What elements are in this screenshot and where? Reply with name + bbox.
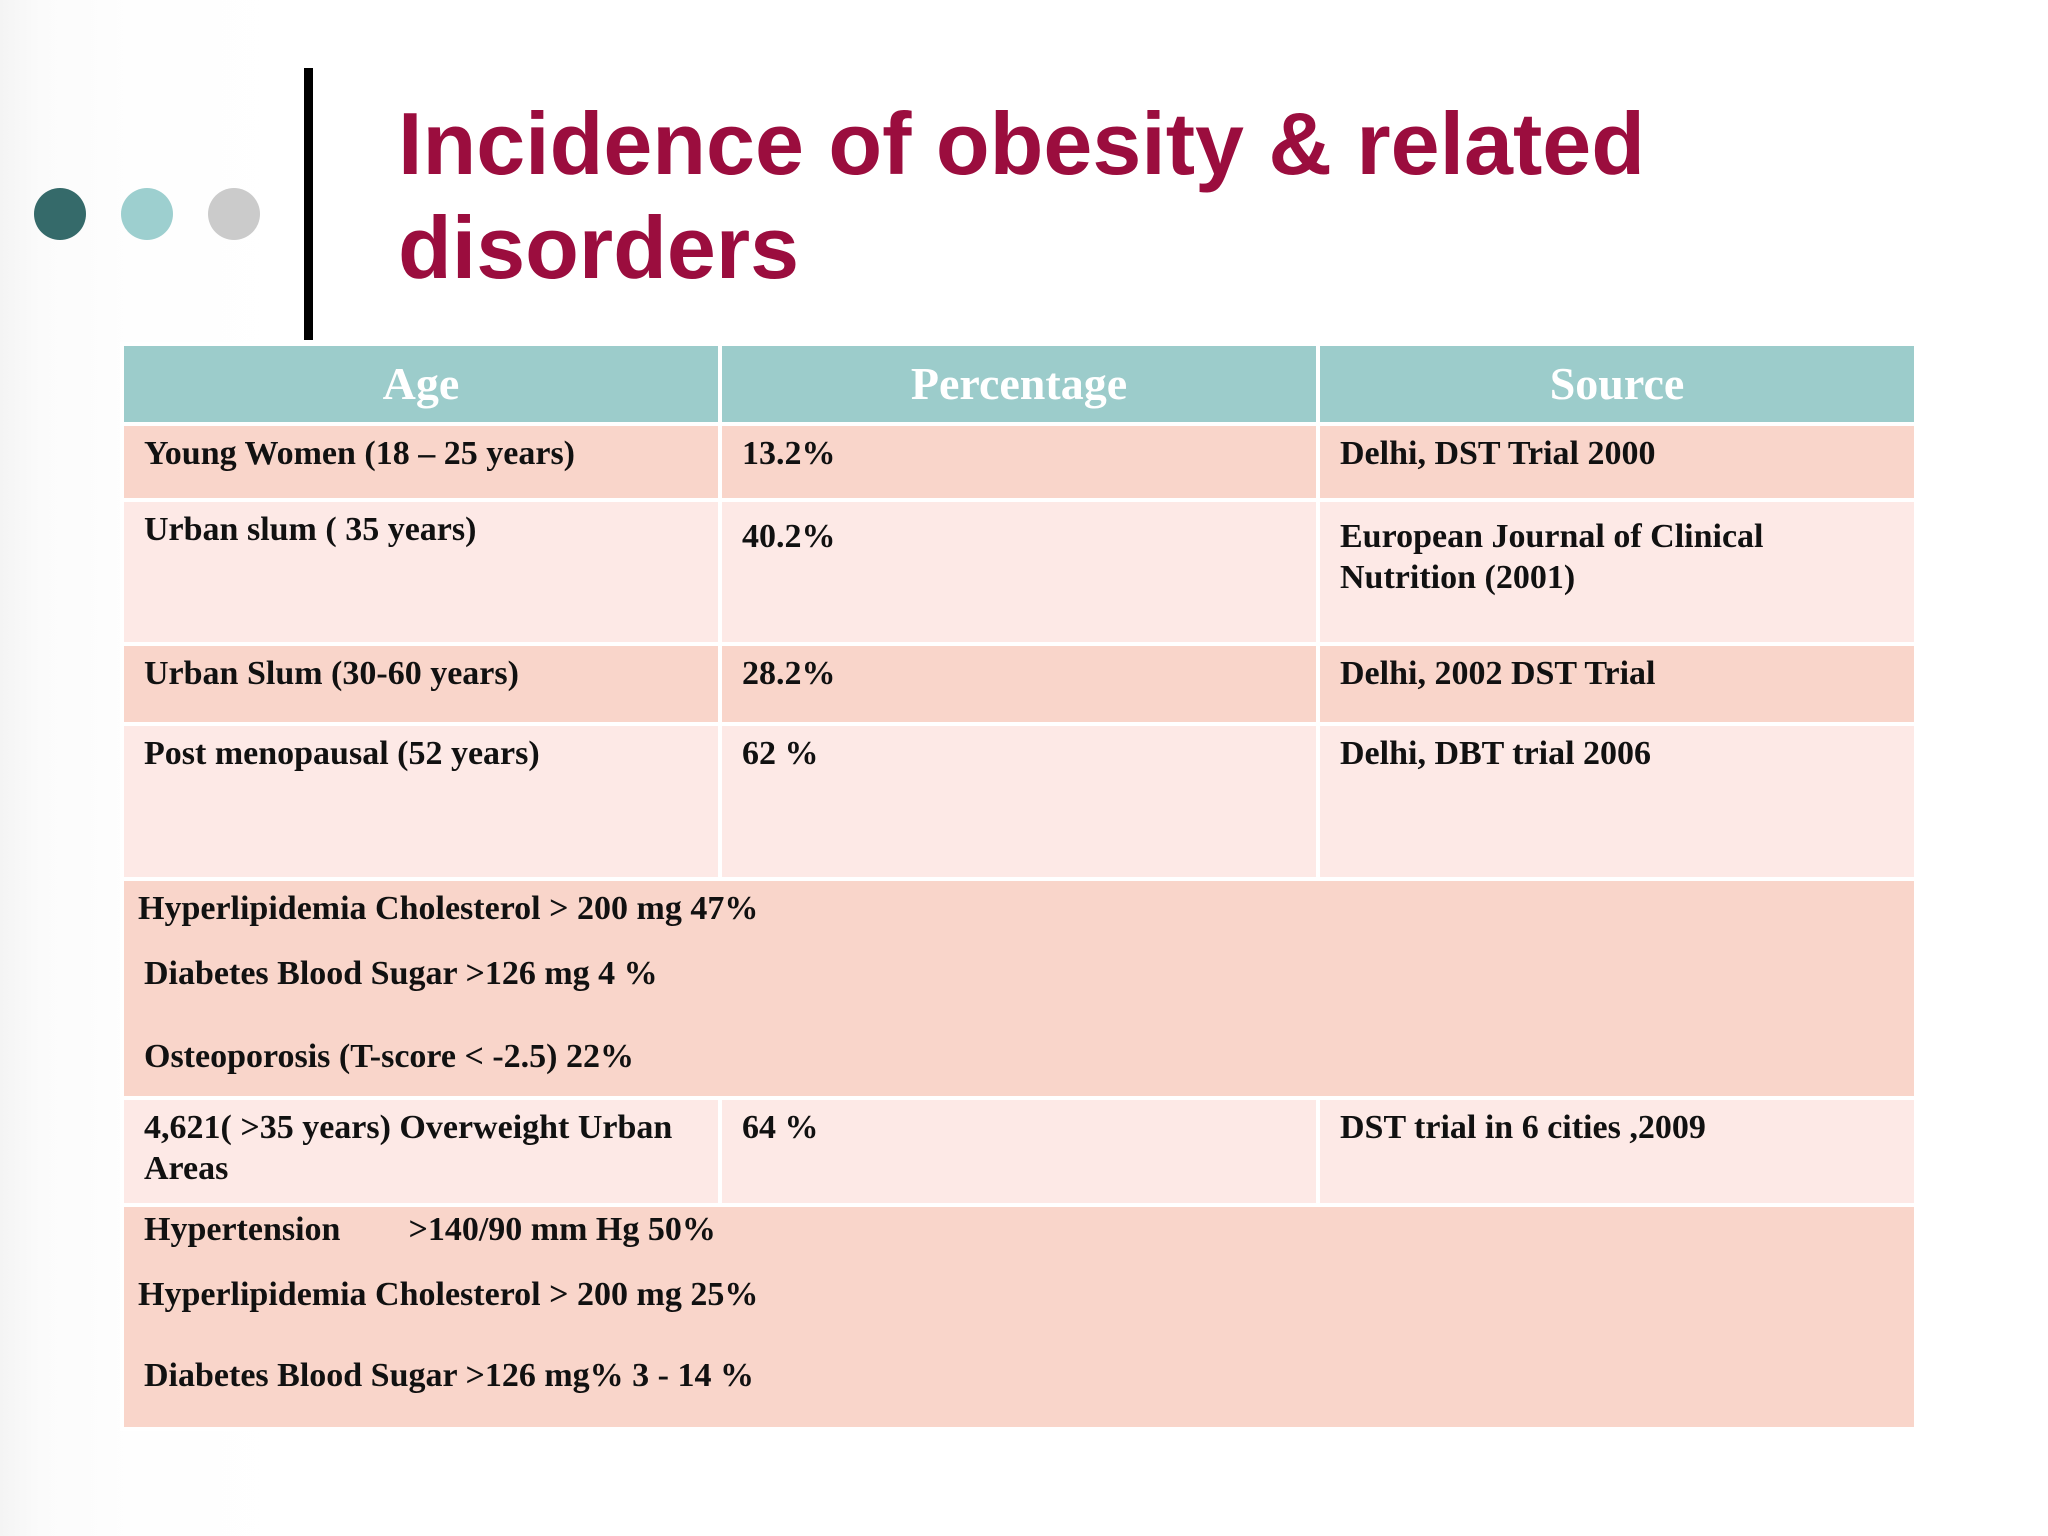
merged-cell: Hypertension >140/90 mm Hg 50% Hyperlipi… [120, 1203, 1918, 1431]
cell-percentage: 64 % [718, 1096, 1320, 1207]
merged-cell: Hyperlipidemia Cholesterol > 200 mg 47% … [120, 877, 1918, 1100]
header-source: Source [1316, 342, 1918, 426]
cell-percentage: 13.2% [718, 422, 1320, 502]
decor-dot-dark [34, 188, 86, 240]
cell-age: Young Women (18 – 25 years) [120, 422, 722, 502]
table-row: 4,621( >35 years) Overweight Urban Areas… [120, 1096, 1918, 1207]
cell-source: Delhi, DST Trial 2000 [1316, 422, 1918, 502]
header-age: Age [120, 342, 722, 426]
cell-age: 4,621( >35 years) Overweight Urban Areas [120, 1096, 722, 1207]
disorder-line: Diabetes Blood Sugar >126 mg% 3 - 14 % [144, 1357, 754, 1394]
cell-source: Delhi, 2002 DST Trial [1316, 642, 1918, 726]
table-row-merged-disorders: Hyperlipidemia Cholesterol > 200 mg 47% … [120, 877, 1918, 1100]
obesity-table: Age Percentage Source Young Women (18 – … [120, 342, 1918, 1431]
slide-title: Incidence of obesity & related disorders [398, 94, 1645, 297]
table-row: Young Women (18 – 25 years) 13.2% Delhi,… [120, 422, 1918, 502]
cell-age: Post menopausal (52 years) [120, 722, 722, 881]
title-divider-line [304, 68, 313, 340]
cell-source: European Journal of Clinical Nutrition (… [1316, 498, 1918, 646]
decor-dot-teal [121, 188, 173, 240]
cell-age: Urban slum ( 35 years) [120, 498, 722, 646]
cell-percentage: 40.2% [718, 498, 1320, 646]
disorder-line: Diabetes Blood Sugar >126 mg 4 % [144, 955, 658, 992]
cell-age: Urban Slum (30-60 years) [120, 642, 722, 726]
disorder-line: Hypertension >140/90 mm Hg 50% [144, 1211, 716, 1248]
header-percentage: Percentage [718, 342, 1320, 426]
table-row-merged-disorders: Hypertension >140/90 mm Hg 50% Hyperlipi… [120, 1203, 1918, 1431]
table-row: Urban slum ( 35 years) 40.2% European Jo… [120, 498, 1918, 646]
table-header-row: Age Percentage Source [120, 342, 1918, 426]
cell-percentage: 28.2% [718, 642, 1320, 726]
cell-source: Delhi, DBT trial 2006 [1316, 722, 1918, 881]
disorder-line: Osteoporosis (T-score < -2.5) 22% [144, 1038, 634, 1075]
cell-source: DST trial in 6 cities ,2009 [1316, 1096, 1918, 1207]
disorder-line: Hyperlipidemia Cholesterol > 200 mg 25% [138, 1276, 759, 1313]
cell-percentage: 62 % [718, 722, 1320, 881]
disorder-line: Hyperlipidemia Cholesterol > 200 mg 47% [138, 890, 759, 927]
table-row: Urban Slum (30-60 years) 28.2% Delhi, 20… [120, 642, 1918, 726]
decor-dot-grey [208, 188, 260, 240]
table-row: Post menopausal (52 years) 62 % Delhi, D… [120, 722, 1918, 881]
